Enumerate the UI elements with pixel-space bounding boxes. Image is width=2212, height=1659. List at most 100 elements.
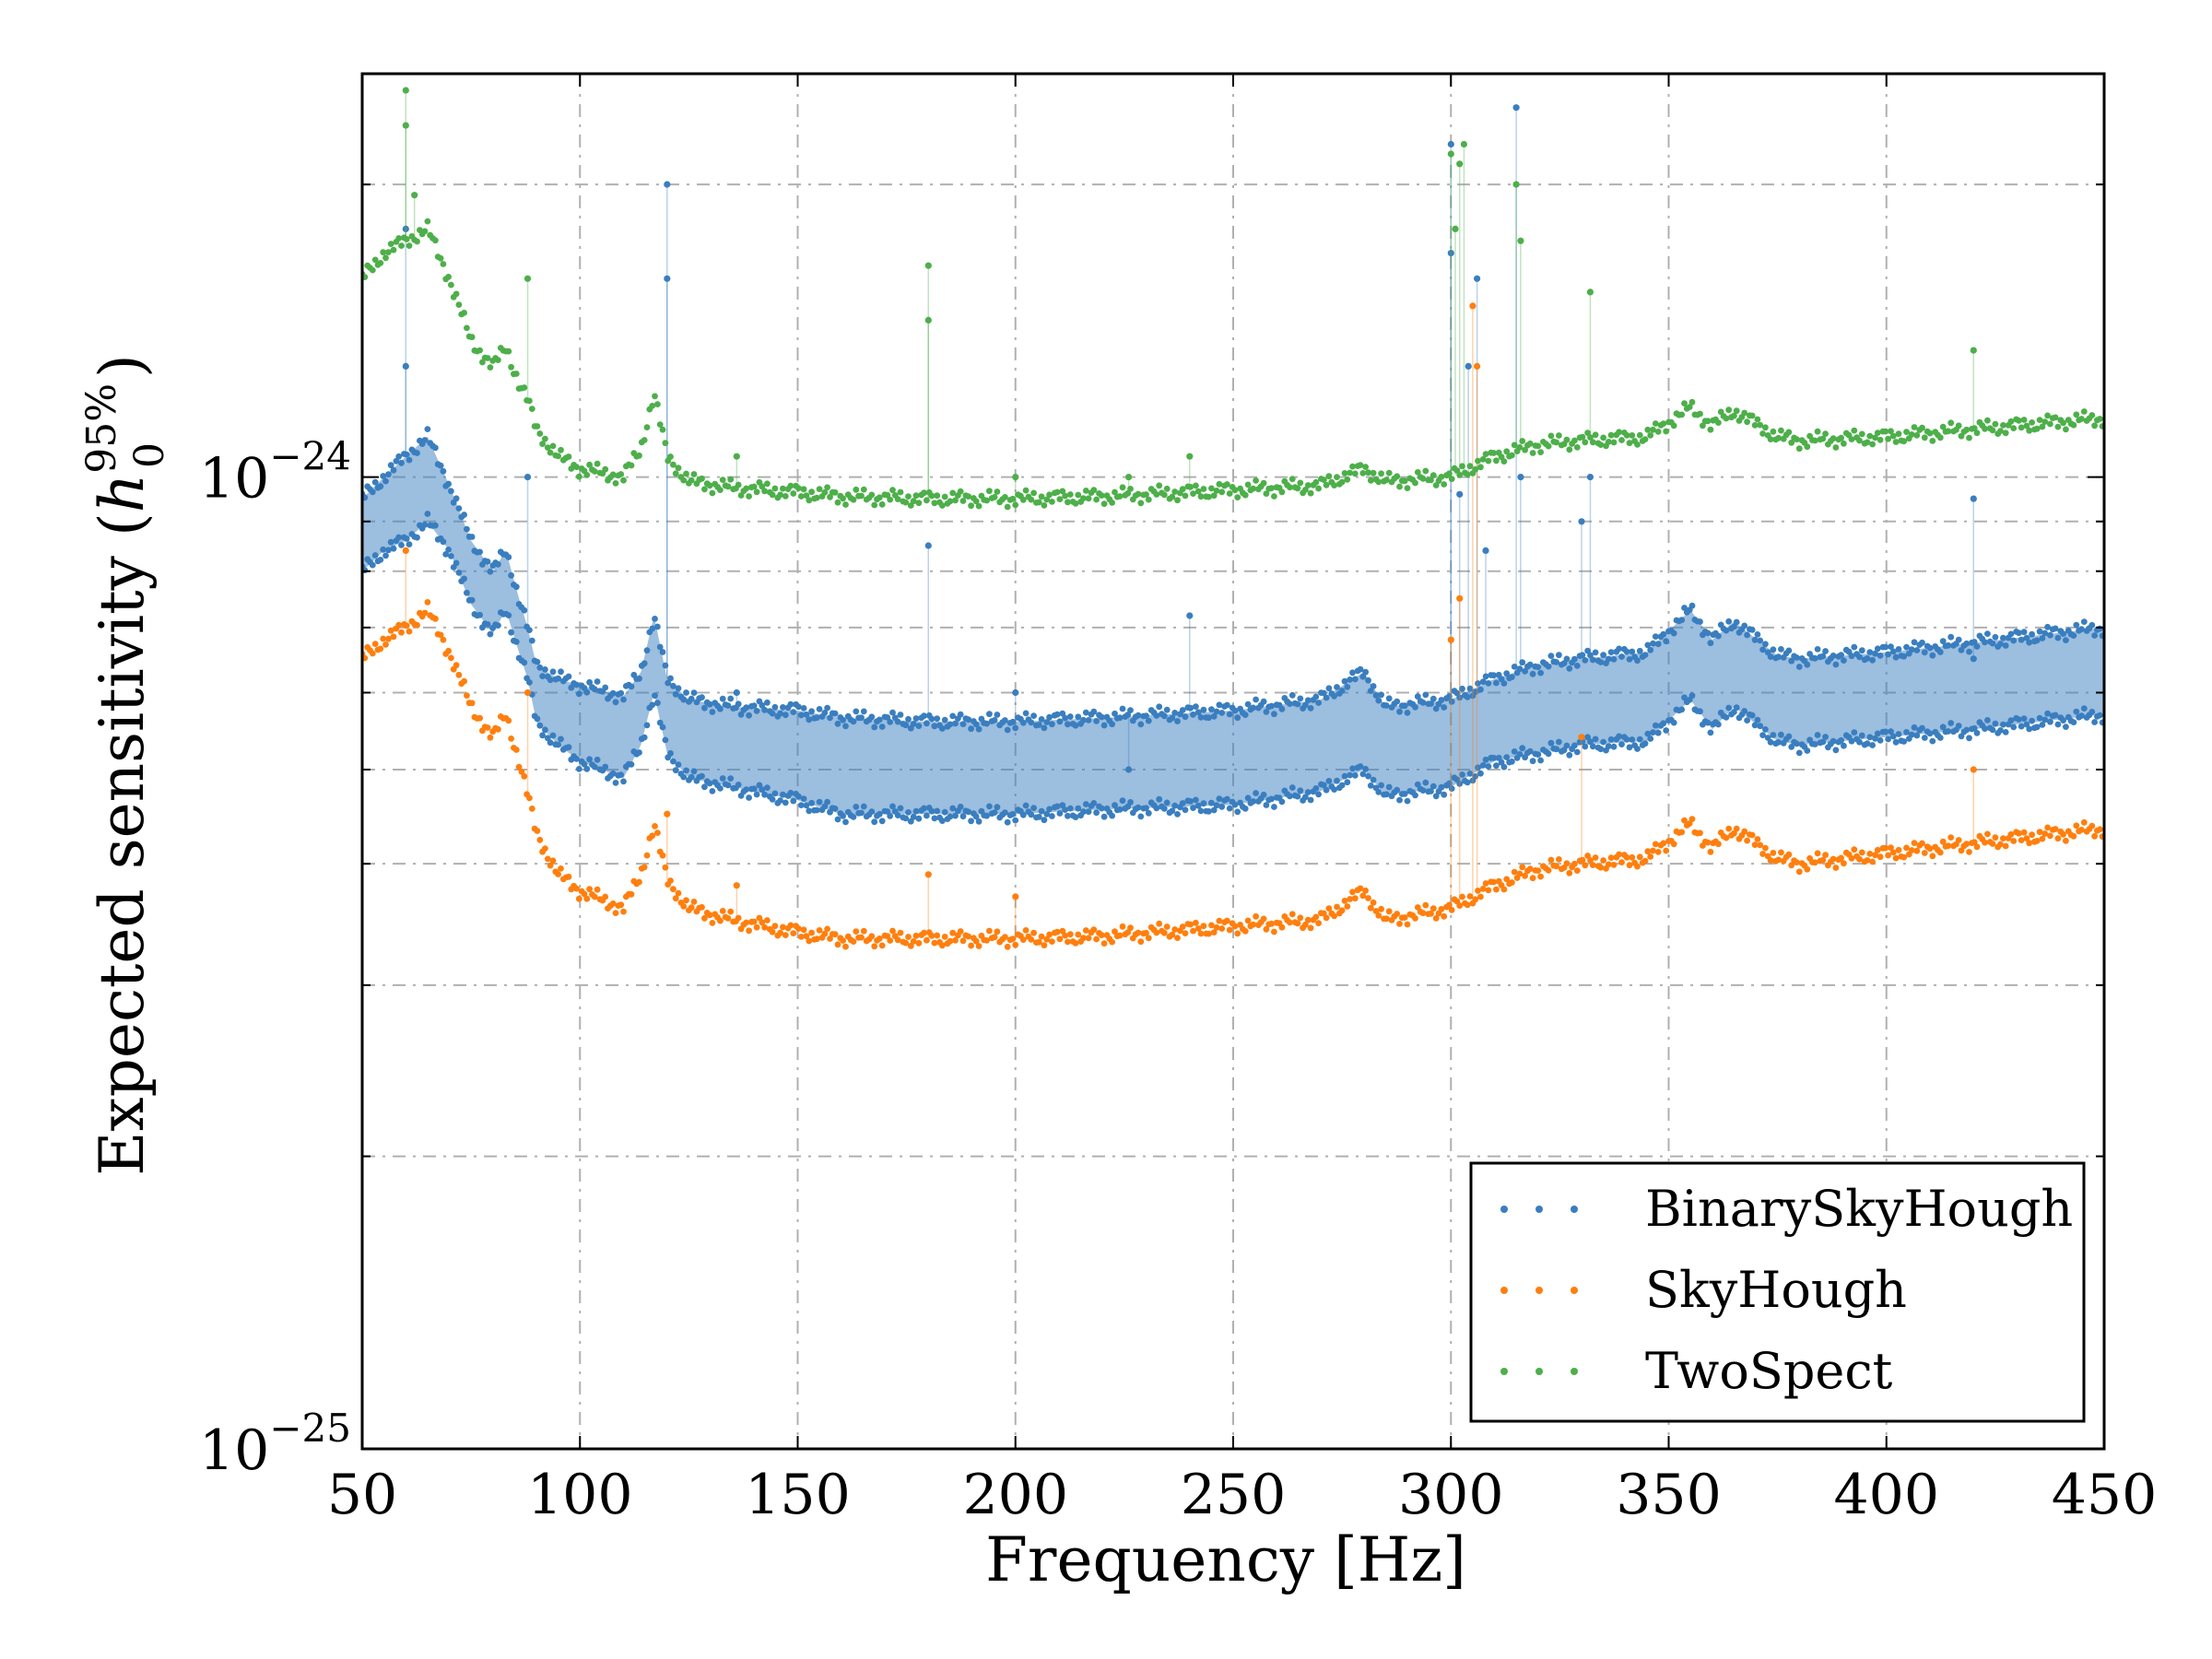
data-point	[780, 485, 786, 492]
data-point-upper	[2078, 626, 2085, 632]
data-point-lower	[1244, 794, 1252, 802]
data-point	[1090, 926, 1098, 934]
data-point	[1636, 431, 1643, 439]
data-point	[1187, 484, 1194, 490]
data-point-lower	[1973, 729, 1981, 736]
data-point	[902, 499, 910, 506]
data-point	[2078, 416, 2085, 422]
data-point-upper	[1733, 618, 1740, 626]
data-point	[699, 903, 705, 911]
data-point	[555, 871, 561, 877]
data-point-upper	[2096, 625, 2103, 632]
data-point	[1563, 436, 1571, 443]
data-point-upper	[609, 689, 617, 697]
data-point	[1811, 859, 1818, 866]
data-point	[887, 937, 894, 944]
data-point	[455, 301, 463, 308]
data-point-upper	[790, 709, 797, 715]
data-point	[1438, 474, 1445, 480]
data-point	[526, 397, 533, 405]
data-point	[1744, 418, 1750, 426]
data-point-lower	[1641, 740, 1649, 747]
data-point-upper	[1775, 653, 1782, 661]
data-point	[618, 901, 625, 909]
data-point-lower	[1856, 738, 1863, 746]
data-point-lower	[505, 612, 512, 618]
data-point	[377, 645, 384, 653]
data-point-lower	[380, 546, 387, 553]
data-point-lower	[1210, 806, 1218, 814]
data-point-upper	[387, 462, 394, 469]
data-point-lower	[889, 803, 896, 810]
data-point-upper	[727, 695, 735, 702]
data-point-lower	[884, 808, 891, 815]
data-point	[800, 486, 807, 493]
data-point	[1428, 477, 1434, 484]
data-point	[1482, 451, 1489, 457]
data-point-lower	[1589, 743, 1596, 750]
data-point-lower	[1929, 737, 1936, 745]
data-point	[2047, 832, 2053, 840]
data-point-lower	[1208, 799, 1215, 806]
data-point	[878, 942, 886, 949]
data-point	[1253, 477, 1259, 484]
series-TwoSpect	[362, 87, 2104, 511]
data-point-upper	[1419, 699, 1427, 706]
data-point	[1892, 439, 1900, 445]
data-point-lower	[759, 786, 766, 794]
data-point	[965, 493, 972, 500]
data-point-upper	[1744, 631, 1750, 639]
data-point-upper	[884, 714, 891, 721]
data-point-upper	[1971, 639, 1978, 645]
data-point	[803, 492, 810, 499]
data-point	[972, 498, 980, 505]
data-point-lower	[2007, 717, 2015, 724]
data-point-lower	[840, 812, 846, 819]
data-point	[1704, 418, 1712, 425]
data-point	[421, 609, 429, 617]
data-point	[1490, 450, 1497, 456]
data-point	[957, 488, 964, 495]
data-point	[1041, 502, 1048, 509]
data-point	[1963, 841, 1971, 848]
data-point	[1156, 482, 1163, 489]
data-point	[380, 635, 387, 642]
data-point	[1085, 495, 1092, 502]
data-point	[2091, 422, 2099, 429]
data-point	[390, 633, 397, 641]
data-point	[683, 470, 689, 477]
data-point-lower	[1811, 741, 1818, 747]
data-point-lower	[2047, 718, 2053, 725]
data-point	[508, 735, 514, 742]
y-axis-label: Expected sensitivity (h95%0)	[78, 354, 173, 1176]
data-point-lower	[1509, 758, 1515, 765]
data-point-lower	[1404, 797, 1411, 805]
data-point-lower	[1344, 779, 1351, 786]
data-point	[1522, 872, 1528, 879]
data-point	[1268, 485, 1275, 491]
data-point	[1241, 927, 1249, 935]
data-point-upper	[1963, 640, 1971, 647]
data-point	[1629, 432, 1636, 439]
data-point	[850, 938, 857, 945]
data-point-lower	[959, 813, 967, 820]
spike-point	[1474, 362, 1481, 370]
data-point-lower	[972, 813, 980, 820]
data-point	[1913, 431, 1921, 439]
data-point-upper	[2080, 618, 2088, 625]
data-point	[688, 904, 695, 912]
spike-point	[1578, 518, 1585, 525]
data-point-upper	[505, 554, 512, 560]
data-point-lower	[1216, 795, 1223, 803]
data-point-lower	[1075, 805, 1082, 812]
data-point	[1137, 500, 1145, 507]
legend-label: BinarySkyHough	[1645, 1180, 2073, 1238]
data-point-upper	[1955, 636, 1962, 643]
data-point	[1226, 926, 1233, 934]
data-point	[1663, 428, 1670, 435]
data-point	[894, 496, 901, 502]
data-point-upper	[1430, 695, 1437, 702]
data-point	[1997, 428, 2004, 434]
data-point-upper	[1459, 685, 1465, 692]
